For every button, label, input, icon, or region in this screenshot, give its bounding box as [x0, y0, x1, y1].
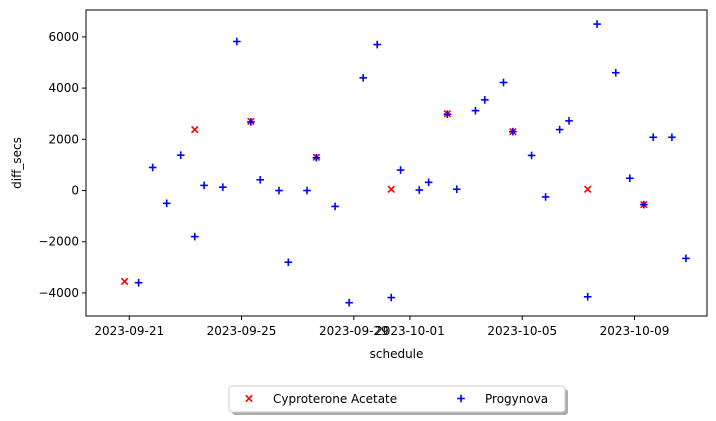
x-tick-label: 2023-10-09: [600, 324, 670, 338]
progynova-point: [593, 20, 601, 28]
progynova-point: [284, 258, 293, 267]
progynova-point: [541, 193, 550, 201]
y-axis: −4000 −2000 0 2000 4000 6000: [38, 30, 86, 300]
y-tick-label: −4000: [38, 286, 79, 300]
legend-label-1: Progynova: [485, 392, 548, 406]
cyproterone-point: [583, 185, 592, 194]
progynova-point: [583, 292, 592, 301]
x-tick-label: 2023-10-01: [375, 324, 445, 338]
y-tick-label: 6000: [48, 30, 79, 44]
progynova-point: [499, 78, 508, 87]
progynova-point: [219, 183, 227, 191]
progynova-point: [190, 232, 199, 241]
legend: Cyproterone Acetate Progynova: [228, 385, 568, 415]
progynova-point: [373, 40, 382, 49]
x-tick-label: 2023-10-05: [487, 324, 557, 338]
x-axis-title: schedule: [370, 347, 424, 361]
progynova-point: [555, 125, 564, 134]
progynova-point: [256, 175, 265, 184]
progynova-point: [452, 185, 461, 194]
progynova-point: [640, 200, 648, 209]
progynova-point: [415, 186, 424, 194]
legend-box: [228, 385, 566, 413]
y-tick-label: 4000: [48, 81, 79, 95]
progynova-point: [359, 74, 367, 82]
progynova-point: [233, 37, 241, 46]
progynova-point: [247, 118, 255, 126]
progynova-point: [162, 199, 171, 208]
x-tick-label: 2023-09-29: [319, 324, 389, 338]
y-tick-label: −2000: [38, 235, 79, 249]
progynova-point: [331, 202, 339, 211]
legend-marker-0: [245, 394, 253, 403]
plot-frame: [85, 9, 708, 317]
cyproterone-point: [120, 277, 129, 286]
progynova-point: [200, 181, 208, 190]
progynova-point: [387, 293, 396, 302]
series-1: [134, 20, 690, 307]
progynova-point: [480, 96, 489, 104]
y-tick-label: 0: [71, 184, 79, 198]
data-points: [120, 20, 690, 307]
progynova-point: [668, 133, 676, 142]
progynova-point: [527, 151, 536, 160]
progynova-point: [134, 278, 143, 287]
progynova-point: [649, 133, 658, 142]
progynova-point: [509, 127, 517, 136]
x-tick-label: 2023-09-21: [94, 324, 164, 338]
progynova-point: [312, 153, 321, 162]
progynova-point: [396, 166, 405, 174]
y-axis-title: diff_secs: [10, 137, 24, 189]
progynova-point: [611, 68, 620, 77]
legend-label-0: Cyproterone Acetate: [273, 392, 397, 406]
cyproterone-point: [387, 185, 396, 194]
y-tick-label: 2000: [48, 132, 79, 146]
progynova-point: [148, 163, 157, 172]
progynova-point: [443, 110, 452, 119]
x-axis: 2023-09-21 2023-09-25 2023-09-292023-10-01…: [94, 316, 669, 338]
progynova-point: [471, 106, 480, 115]
progynova-point: [303, 186, 311, 195]
progynova-point: [565, 117, 573, 125]
progynova-point: [275, 186, 283, 195]
progynova-point: [682, 254, 690, 263]
x-tick-label: 2023-09-25: [207, 324, 277, 338]
progynova-point: [345, 298, 353, 307]
cyproterone-point: [190, 125, 199, 134]
progynova-point: [424, 178, 433, 187]
progynova-point: [176, 151, 185, 159]
series-0: [120, 109, 648, 286]
legend-marker-1: [457, 394, 465, 403]
progynova-point: [626, 174, 634, 183]
